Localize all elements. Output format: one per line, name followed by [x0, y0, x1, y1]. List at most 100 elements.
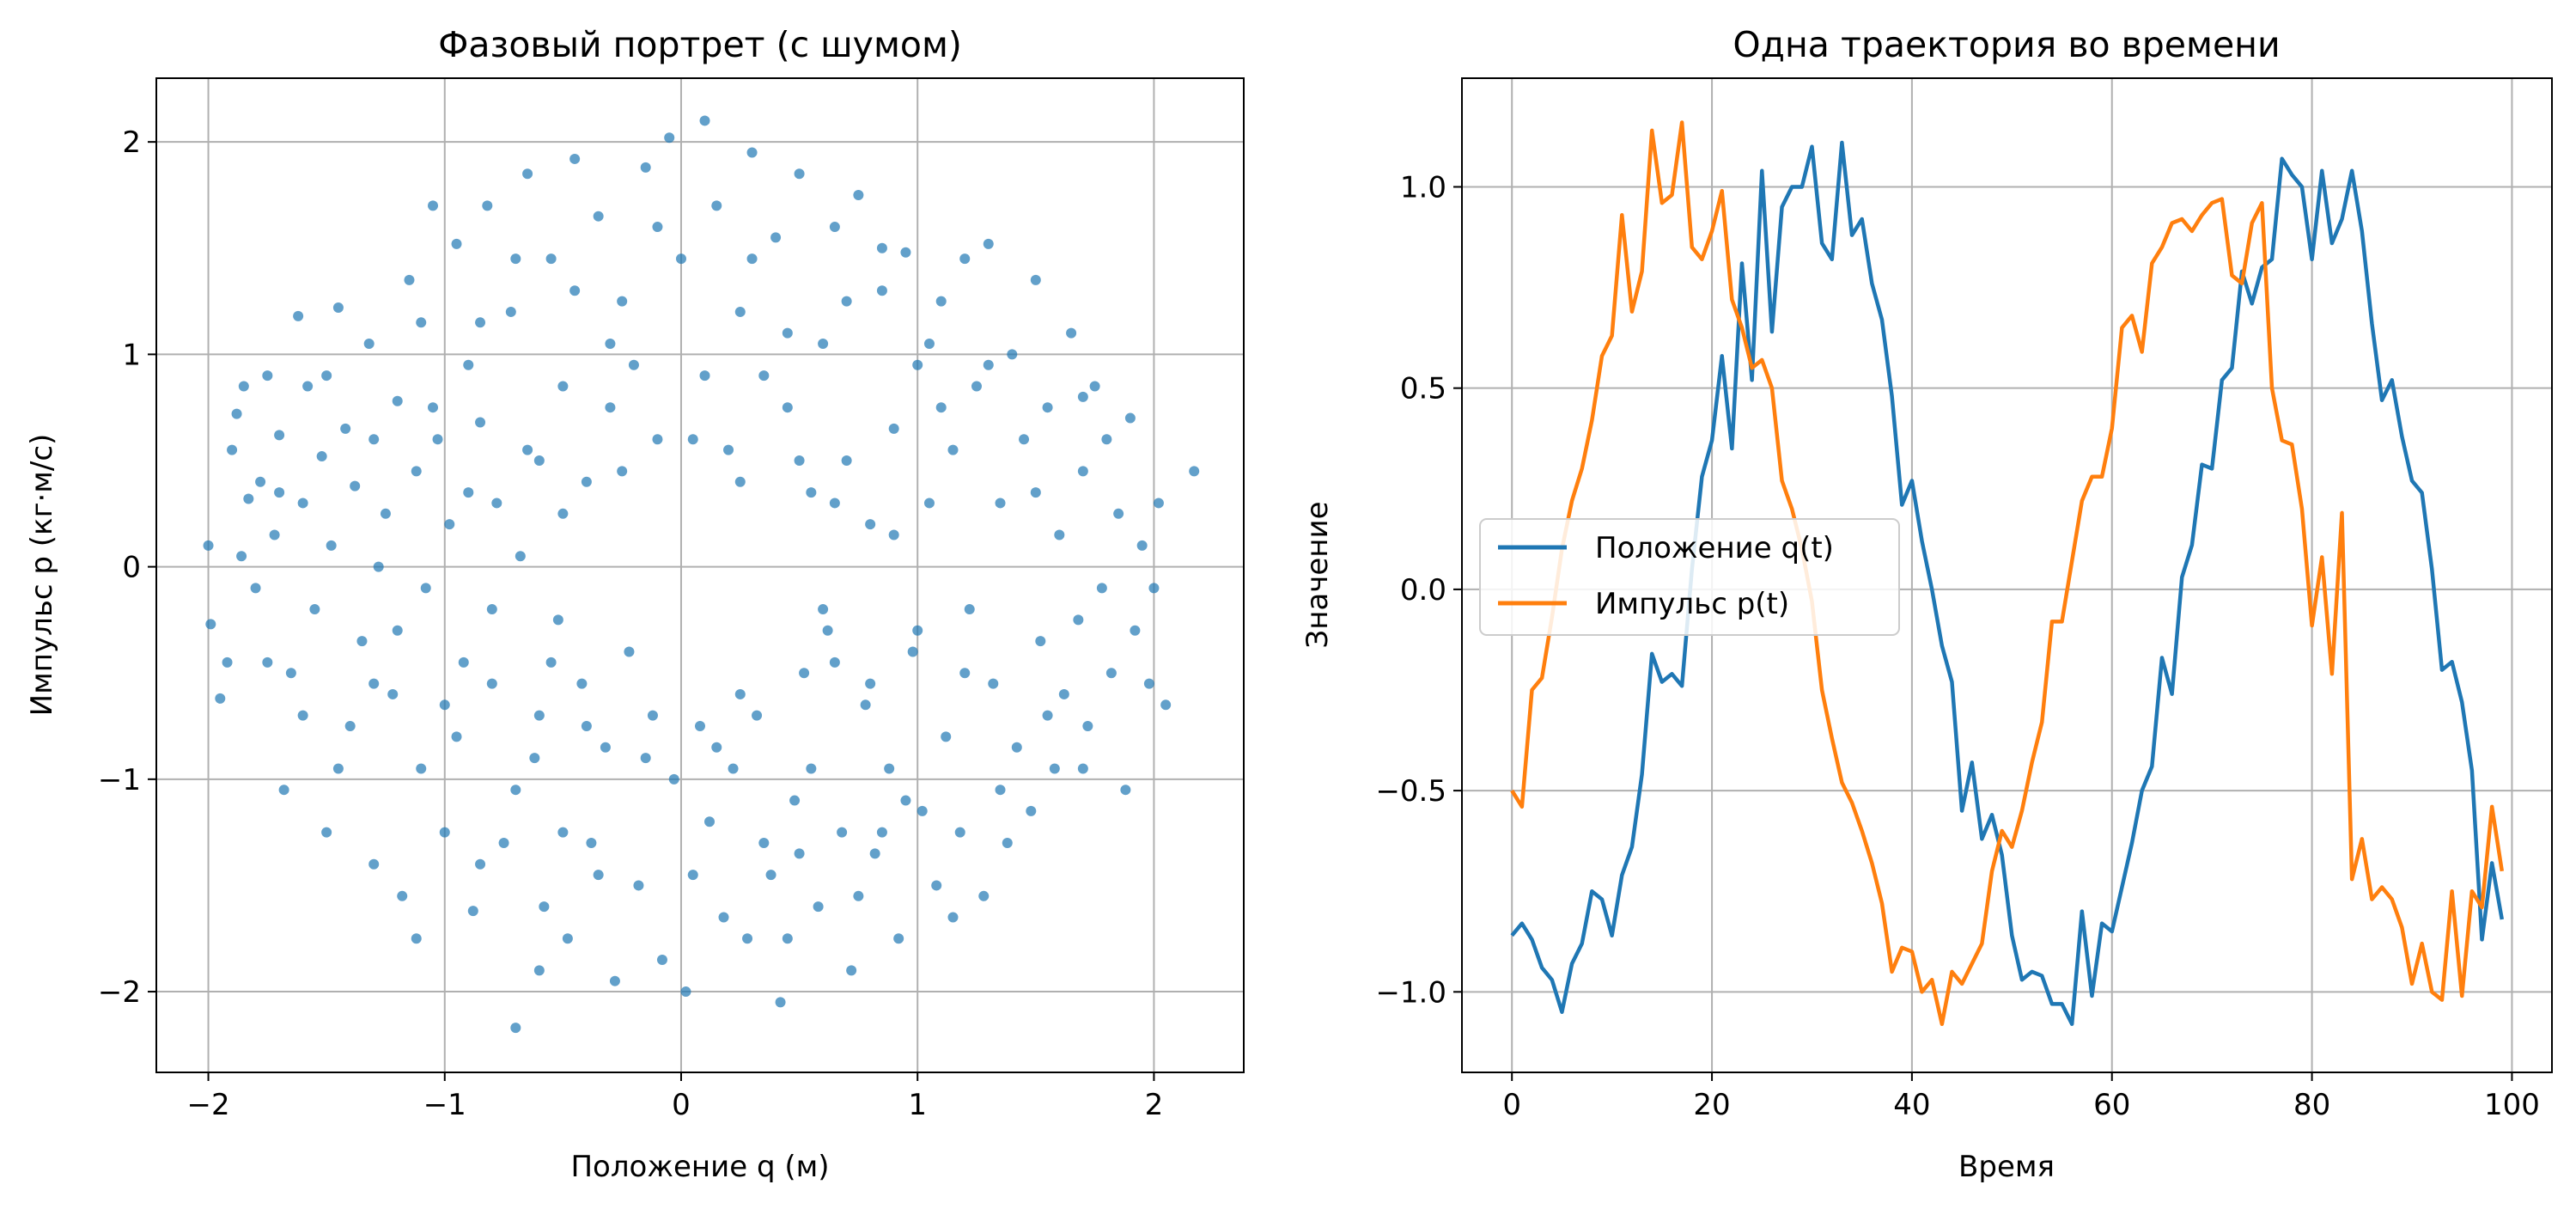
scatter-point	[557, 381, 569, 392]
scatter-point	[428, 402, 439, 413]
scatter-point	[321, 827, 332, 838]
scatter-point	[869, 848, 880, 859]
scatter-point	[332, 302, 344, 313]
scatter-point	[699, 370, 710, 382]
scatter-point	[853, 189, 864, 200]
scatter-point	[841, 455, 852, 466]
scatter-point	[269, 529, 280, 540]
scatter-point	[829, 498, 840, 509]
scatter-point	[917, 805, 928, 816]
scatter-point	[734, 688, 746, 699]
scatter-point	[1096, 583, 1107, 594]
scatter-point	[1011, 742, 1022, 753]
scatter-point	[841, 296, 852, 307]
x-axis-label: Положение q (м)	[570, 1150, 829, 1184]
scatter-point	[628, 359, 639, 370]
scatter-point	[297, 498, 308, 509]
scatter-point	[1007, 349, 1018, 360]
scatter-point	[846, 965, 857, 976]
scatter-point	[734, 476, 746, 487]
scatter-point	[876, 827, 887, 838]
scatter-point	[411, 933, 422, 944]
x-tick-label: 2	[1145, 1088, 1164, 1122]
scatter-point	[947, 912, 959, 923]
scatter-point	[617, 466, 628, 477]
scatter-point	[947, 444, 959, 455]
scatter-point	[586, 838, 597, 848]
scatter-point	[486, 678, 497, 689]
chart-title: Одна траектория во времени	[1733, 24, 2280, 65]
scatter-point	[794, 455, 805, 466]
scatter-point	[609, 975, 620, 986]
scatter-point	[250, 583, 261, 594]
scatter-point	[1049, 763, 1060, 774]
scatter-point	[428, 200, 439, 211]
x-axis-ticks: 0 20 40 60 80 100	[1502, 1072, 2540, 1122]
scatter-point	[539, 901, 550, 913]
scatter-point	[876, 285, 887, 296]
x-axis-label: Время	[1958, 1150, 2055, 1184]
scatter-point	[818, 604, 829, 615]
y-tick-label: 0	[122, 551, 141, 585]
scatter-point	[238, 381, 249, 392]
scatter-point	[1035, 636, 1046, 647]
scatter-point	[1130, 625, 1141, 636]
scatter-point	[285, 668, 296, 679]
scatter-point	[995, 785, 1006, 796]
legend-box	[1479, 518, 1900, 636]
scatter-point	[309, 604, 320, 615]
y-axis-ticks: −1.0 −0.5 0.0 0.5 1.0	[1375, 170, 1462, 1010]
scatter-point	[813, 901, 824, 913]
scatter-point	[486, 604, 497, 615]
scatter-point	[356, 636, 368, 647]
scatter-point	[475, 858, 486, 870]
scatter-point	[1113, 508, 1124, 519]
scatter-point	[853, 890, 864, 901]
scatter-point	[718, 912, 729, 923]
scatter-point	[775, 997, 786, 1008]
scatter-point	[765, 870, 776, 881]
chart-title: Фазовый портрет (с шумом)	[438, 24, 962, 65]
scatter-point	[1042, 710, 1053, 721]
scatter-point	[1019, 434, 1030, 445]
scatter-point	[624, 646, 635, 657]
scatter-point	[562, 933, 573, 944]
scatter-point	[1148, 583, 1160, 594]
scatter-point	[782, 327, 793, 339]
grid	[156, 78, 1244, 1072]
x-tick-label: 0	[672, 1088, 691, 1122]
scatter-points	[203, 115, 1200, 1034]
scatter-point	[931, 880, 942, 891]
x-tick-label: −2	[186, 1088, 229, 1122]
scatter-point	[593, 211, 604, 222]
scatter-point	[545, 656, 557, 668]
scatter-point	[1143, 678, 1154, 689]
scatter-point	[782, 933, 793, 944]
scatter-point	[498, 838, 509, 848]
scatter-point	[545, 253, 557, 265]
scatter-point	[794, 848, 805, 859]
scatter-point	[799, 668, 810, 679]
scatter-point	[907, 646, 918, 657]
scatter-point	[420, 583, 431, 594]
scatter-point	[432, 434, 443, 445]
scatter-point	[687, 434, 698, 445]
scatter-point	[1058, 688, 1069, 699]
phase-portrait-panel: −2 −1 0 1 2 −2 −1 0 1 2 Фазовый портрет (с шумом…	[25, 24, 1245, 1184]
scatter-point	[380, 508, 391, 519]
scatter-point	[326, 540, 337, 551]
legend: Положение q(t) Импульс p(t)	[1479, 518, 1900, 636]
scatter-point	[262, 656, 273, 668]
scatter-point	[711, 200, 722, 211]
scatter-point	[368, 434, 380, 445]
scatter-point	[964, 604, 975, 615]
y-tick-label: 1	[122, 338, 141, 372]
scatter-point	[888, 529, 899, 540]
scatter-point	[893, 933, 904, 944]
scatter-point	[794, 168, 805, 180]
scatter-point	[900, 795, 911, 806]
scatter-point	[463, 359, 474, 370]
x-tick-label: 60	[2093, 1088, 2130, 1122]
scatter-point	[569, 285, 581, 296]
